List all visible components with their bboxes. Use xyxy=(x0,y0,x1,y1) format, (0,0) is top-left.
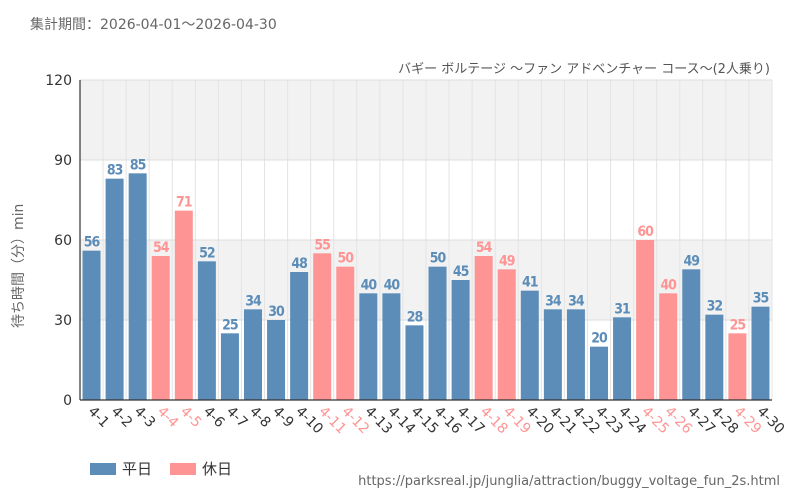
chart-title: バギー ボルテージ ～ファン アドベンチャー コース～(2人乗り) xyxy=(398,62,770,77)
bar-value-label: 20 xyxy=(591,331,608,347)
x-tick-label: 4-2 xyxy=(108,404,135,431)
bar-value-label: 52 xyxy=(199,245,215,261)
bar xyxy=(405,325,424,400)
bar-value-label: 40 xyxy=(384,277,401,293)
bar-value-label: 48 xyxy=(291,256,307,272)
bar-value-label: 54 xyxy=(153,240,170,256)
bar xyxy=(105,178,124,400)
y-tick-label: 90 xyxy=(54,153,72,169)
bar-value-label: 60 xyxy=(637,224,654,240)
bar xyxy=(566,309,585,400)
bar xyxy=(451,280,470,400)
bar xyxy=(128,173,147,400)
bar-value-label: 56 xyxy=(84,235,101,251)
bar xyxy=(682,269,701,400)
legend-label-weekday: 平日 xyxy=(122,460,153,478)
x-tick-label: 4-9 xyxy=(269,404,296,431)
bar xyxy=(590,346,608,400)
bar-value-label: 34 xyxy=(545,293,562,309)
bar xyxy=(382,293,401,400)
bar xyxy=(359,293,378,400)
y-tick-label: 30 xyxy=(54,313,72,329)
x-tick-label: 4-7 xyxy=(223,404,250,431)
bar xyxy=(705,314,724,400)
bar-value-label: 40 xyxy=(660,277,677,293)
bar xyxy=(751,306,770,400)
bar-value-label: 55 xyxy=(314,237,330,253)
bar-value-label: 50 xyxy=(338,251,355,267)
bar-value-label: 41 xyxy=(522,275,538,291)
bar xyxy=(636,240,655,400)
bar xyxy=(728,333,747,400)
x-tick-label: 4-6 xyxy=(200,404,228,432)
x-tick-label: 4-1 xyxy=(85,404,112,431)
bar xyxy=(197,261,216,400)
bar-value-label: 85 xyxy=(130,157,146,173)
legend-swatch-weekday xyxy=(90,462,116,475)
bar xyxy=(520,290,539,400)
bar xyxy=(267,320,286,400)
bar xyxy=(613,317,632,400)
bar-value-label: 45 xyxy=(453,264,469,280)
bar xyxy=(82,250,101,400)
bar xyxy=(174,210,193,400)
legend: 平日 休日 xyxy=(90,458,232,479)
bar xyxy=(659,293,678,400)
bar xyxy=(543,309,562,400)
bar-value-label: 30 xyxy=(268,304,285,320)
bar xyxy=(336,266,355,400)
x-tick-label: 4-4 xyxy=(154,404,182,432)
bar-value-label: 71 xyxy=(176,195,192,211)
bar-value-label: 32 xyxy=(707,299,723,315)
bar xyxy=(220,333,239,400)
bar xyxy=(151,256,170,400)
y-tick-label: 120 xyxy=(45,73,72,89)
bar-value-label: 49 xyxy=(499,253,515,269)
y-tick-label: 0 xyxy=(63,393,72,409)
bar-value-label: 83 xyxy=(107,163,123,179)
legend-item-weekday: 平日 xyxy=(90,458,152,479)
bar-value-label: 35 xyxy=(753,291,769,307)
bar-value-label: 54 xyxy=(476,240,493,256)
bar-value-label: 25 xyxy=(222,317,238,333)
x-tick-label: 4-3 xyxy=(131,404,158,431)
y-tick-label: 60 xyxy=(54,233,72,249)
bar xyxy=(474,256,493,400)
bar xyxy=(244,309,262,400)
bar-value-label: 40 xyxy=(361,277,378,293)
bar-value-label: 34 xyxy=(245,293,262,309)
bar-value-label: 25 xyxy=(730,317,746,333)
source-url: https://parksreal.jp/junglia/attraction/… xyxy=(358,474,780,489)
x-tick-label: 4-5 xyxy=(177,404,204,431)
bar xyxy=(290,272,309,400)
bar-value-label: 50 xyxy=(430,251,447,267)
bar-value-label: 28 xyxy=(407,309,423,325)
bar-value-label: 31 xyxy=(614,301,630,317)
bar-value-label: 49 xyxy=(684,253,700,269)
legend-swatch-holiday xyxy=(170,462,197,475)
bar xyxy=(497,269,516,400)
bar xyxy=(313,253,332,400)
legend-label-holiday: 休日 xyxy=(202,460,233,478)
bar-value-label: 34 xyxy=(568,293,585,309)
legend-item-holiday: 休日 xyxy=(170,458,232,479)
period-label: 集計期間：2026-04-01～2026-04-30 xyxy=(30,17,277,33)
bar xyxy=(428,266,447,400)
x-tick-label: 4-8 xyxy=(246,404,273,431)
